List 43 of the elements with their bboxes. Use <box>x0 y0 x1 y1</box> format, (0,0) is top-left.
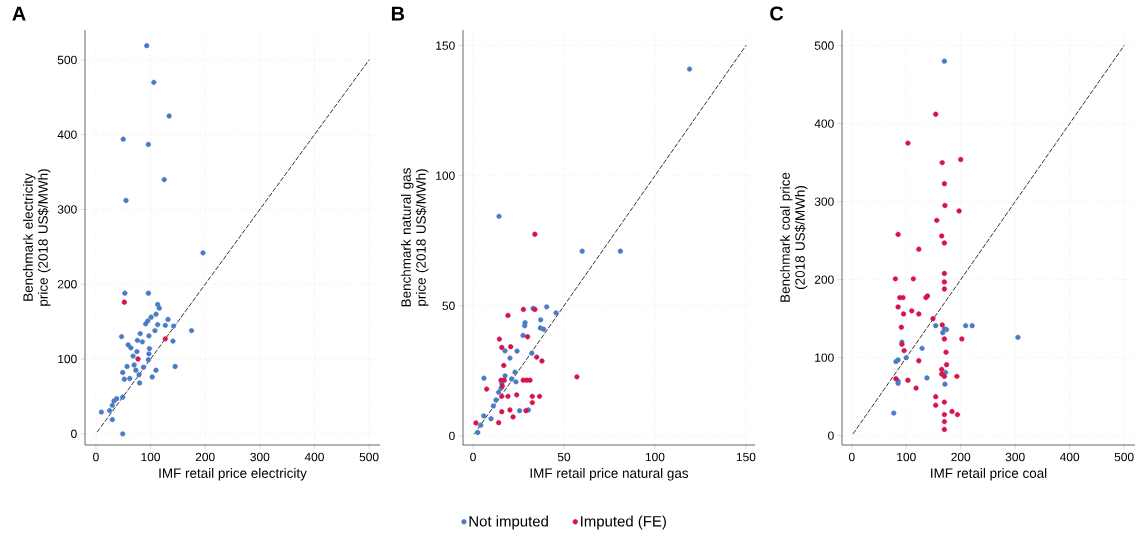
y-tick-label: 500 <box>57 55 77 65</box>
x-tick-label: 400 <box>304 452 324 462</box>
legend-label: Not imputed <box>469 515 548 530</box>
y-tick-label: 50 <box>442 301 455 311</box>
x-axis-title: IMF retail price coal <box>931 468 1047 481</box>
x-tick-label: 500 <box>359 452 379 462</box>
x-tick-label: 100 <box>141 452 161 462</box>
x-tick-label: 100 <box>897 452 916 462</box>
x-axis-title: IMF retail price natural gas <box>530 468 689 481</box>
x-tick-label: 50 <box>557 452 571 462</box>
x-tick-label: 300 <box>250 452 270 462</box>
y-axis-title: Benchmark natural gas price (2018 US$/MWh) <box>400 168 429 307</box>
x-tick-label: 0 <box>93 452 99 462</box>
y-tick-label: 150 <box>436 41 455 50</box>
y-tick-label: 500 <box>814 41 834 50</box>
legend-label: Imputed (FE) <box>581 515 666 530</box>
x-tick-label: 150 <box>736 452 756 462</box>
y-tick-label: 100 <box>58 354 77 364</box>
x-tick-label: 400 <box>1059 452 1080 462</box>
x-tick-label: 100 <box>645 452 665 462</box>
y-tick-label: 400 <box>814 119 834 128</box>
x-tick-label: 200 <box>951 452 971 462</box>
y-tick-label: 100 <box>436 171 455 180</box>
y-tick-label: 0 <box>828 431 834 440</box>
y-tick-label: 200 <box>57 280 77 289</box>
x-axis-title: IMF retail price electricity <box>159 468 307 481</box>
y-tick-label: 100 <box>815 353 834 362</box>
chart-title: B <box>391 6 405 21</box>
y-tick-label: 0 <box>449 431 455 441</box>
x-tick-label: 500 <box>1114 452 1134 462</box>
x-tick-label: 200 <box>195 452 215 462</box>
y-tick-label: 200 <box>814 275 834 284</box>
chart-title: A <box>12 6 26 21</box>
y-tick-label: 300 <box>814 197 834 206</box>
x-tick-label: 300 <box>1005 452 1025 462</box>
y-tick-label: 400 <box>57 130 77 139</box>
chart-title: C <box>770 6 784 21</box>
y-tick-label: 300 <box>57 205 77 214</box>
x-tick-label: 0 <box>848 452 855 462</box>
y-axis-title: Benchmark electricity price (2018 US$/MWh) <box>22 169 51 306</box>
x-tick-label: 0 <box>470 452 476 462</box>
y-axis-title: Benchmark coal price (2018 US$/MWh) <box>779 172 808 302</box>
y-tick-label: 0 <box>71 429 77 439</box>
